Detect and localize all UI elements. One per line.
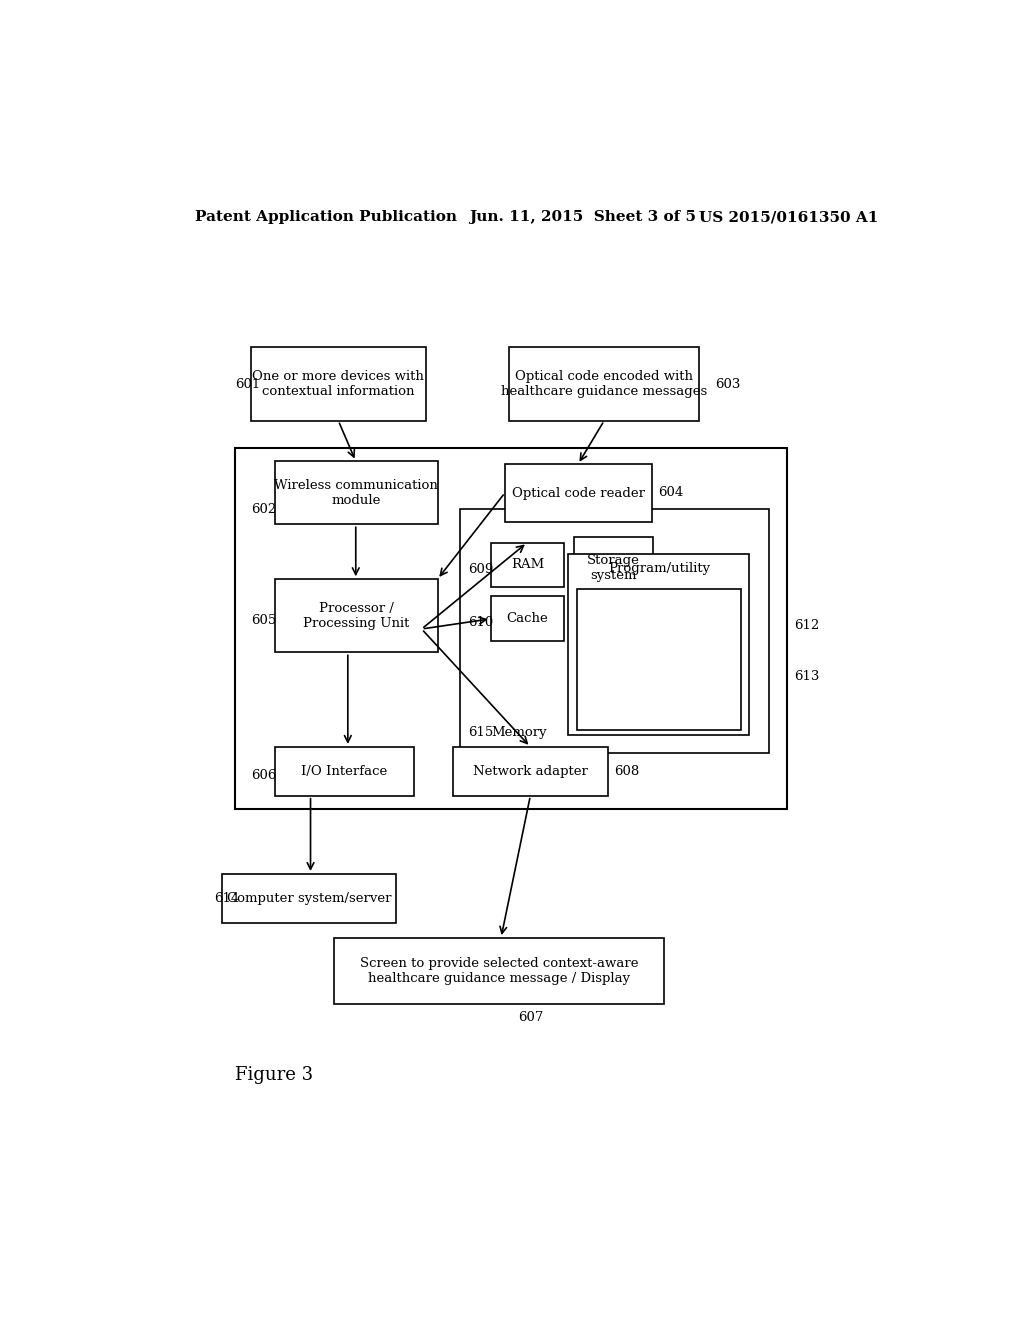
Text: 603: 603: [715, 378, 740, 391]
Text: 605: 605: [251, 614, 276, 627]
Text: Optical code encoded with
healthcare guidance messages: Optical code encoded with healthcare gui…: [501, 370, 708, 399]
Text: Figure 3: Figure 3: [236, 1067, 313, 1084]
Text: Network adapter: Network adapter: [473, 764, 588, 777]
Text: Cache: Cache: [507, 612, 549, 626]
Text: 613: 613: [795, 671, 820, 684]
Text: 615: 615: [468, 726, 493, 739]
FancyBboxPatch shape: [251, 347, 426, 421]
Text: 612: 612: [795, 619, 820, 632]
Text: Optical code reader: Optical code reader: [512, 487, 645, 500]
Text: 610: 610: [468, 616, 493, 630]
FancyBboxPatch shape: [578, 589, 740, 730]
FancyBboxPatch shape: [274, 461, 437, 524]
Text: Patent Application Publication: Patent Application Publication: [196, 210, 458, 224]
Text: 601: 601: [236, 378, 260, 391]
Text: 609: 609: [468, 562, 493, 576]
Text: 614: 614: [214, 892, 239, 904]
FancyBboxPatch shape: [454, 747, 608, 796]
FancyBboxPatch shape: [574, 536, 653, 599]
FancyBboxPatch shape: [568, 554, 750, 735]
Text: 608: 608: [613, 764, 639, 777]
Text: Program
modules: Program modules: [630, 645, 688, 673]
Text: 604: 604: [658, 486, 683, 499]
Text: 607: 607: [518, 1011, 544, 1024]
FancyBboxPatch shape: [505, 465, 651, 523]
FancyBboxPatch shape: [509, 347, 699, 421]
Text: Wireless communication
module: Wireless communication module: [274, 479, 438, 507]
FancyBboxPatch shape: [274, 579, 437, 652]
Text: RAM: RAM: [511, 558, 544, 572]
Text: 611: 611: [656, 561, 682, 574]
Text: Memory: Memory: [492, 726, 547, 739]
Text: I/O Interface: I/O Interface: [301, 764, 387, 777]
FancyBboxPatch shape: [236, 447, 786, 809]
Text: Storage
system: Storage system: [587, 554, 640, 582]
FancyBboxPatch shape: [274, 747, 414, 796]
Text: Processor /
Processing Unit: Processor / Processing Unit: [303, 602, 410, 630]
Text: US 2015/0161350 A1: US 2015/0161350 A1: [699, 210, 879, 224]
Text: Jun. 11, 2015  Sheet 3 of 5: Jun. 11, 2015 Sheet 3 of 5: [469, 210, 696, 224]
FancyBboxPatch shape: [334, 939, 664, 1005]
FancyBboxPatch shape: [221, 874, 396, 923]
Text: One or more devices with
contextual information: One or more devices with contextual info…: [252, 370, 424, 399]
FancyBboxPatch shape: [490, 597, 564, 642]
Text: 606: 606: [251, 768, 276, 781]
Text: Program/utility: Program/utility: [608, 561, 710, 574]
Text: Computer system/server: Computer system/server: [226, 892, 391, 904]
FancyBboxPatch shape: [460, 510, 769, 752]
Text: Screen to provide selected context-aware
healthcare guidance message / Display: Screen to provide selected context-aware…: [359, 957, 638, 985]
FancyBboxPatch shape: [490, 543, 564, 587]
Text: 602: 602: [251, 503, 276, 516]
